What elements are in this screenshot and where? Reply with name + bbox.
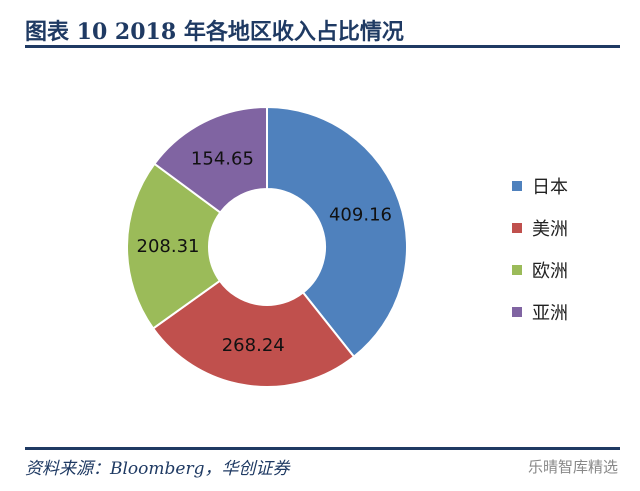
chart-title: 图表 10 2018 年各地区收入占比情况 xyxy=(25,19,404,45)
data-label: 268.24 xyxy=(222,335,285,356)
legend-item: 欧洲 xyxy=(512,257,568,283)
donut-chart: 409.16 268.24 208.31 154.65 xyxy=(126,105,408,388)
data-label: 409.16 xyxy=(329,204,392,225)
slice-0 xyxy=(266,105,408,359)
legend-label: 欧洲 xyxy=(532,261,568,282)
legend-swatch xyxy=(512,307,522,317)
data-label: 208.31 xyxy=(137,236,200,257)
slice-3 xyxy=(153,105,268,214)
legend-swatch xyxy=(512,181,522,191)
source-rule xyxy=(25,447,620,450)
title-rule xyxy=(25,45,620,48)
legend-label: 美洲 xyxy=(532,219,568,240)
legend-item: 亚洲 xyxy=(512,299,568,325)
legend-item: 日本 xyxy=(512,173,568,199)
slice-2 xyxy=(126,162,222,330)
watermark: 乐晴智库精选 xyxy=(527,458,618,476)
legend-label: 日本 xyxy=(532,177,568,198)
slice-1 xyxy=(151,279,356,388)
data-label: 154.65 xyxy=(191,149,254,170)
source-note: 资料来源：Bloomberg，华创证券 xyxy=(25,459,290,479)
legend-label: 亚洲 xyxy=(532,303,568,324)
legend-swatch xyxy=(512,265,522,275)
legend-item: 美洲 xyxy=(512,215,568,241)
legend-swatch xyxy=(512,223,522,233)
